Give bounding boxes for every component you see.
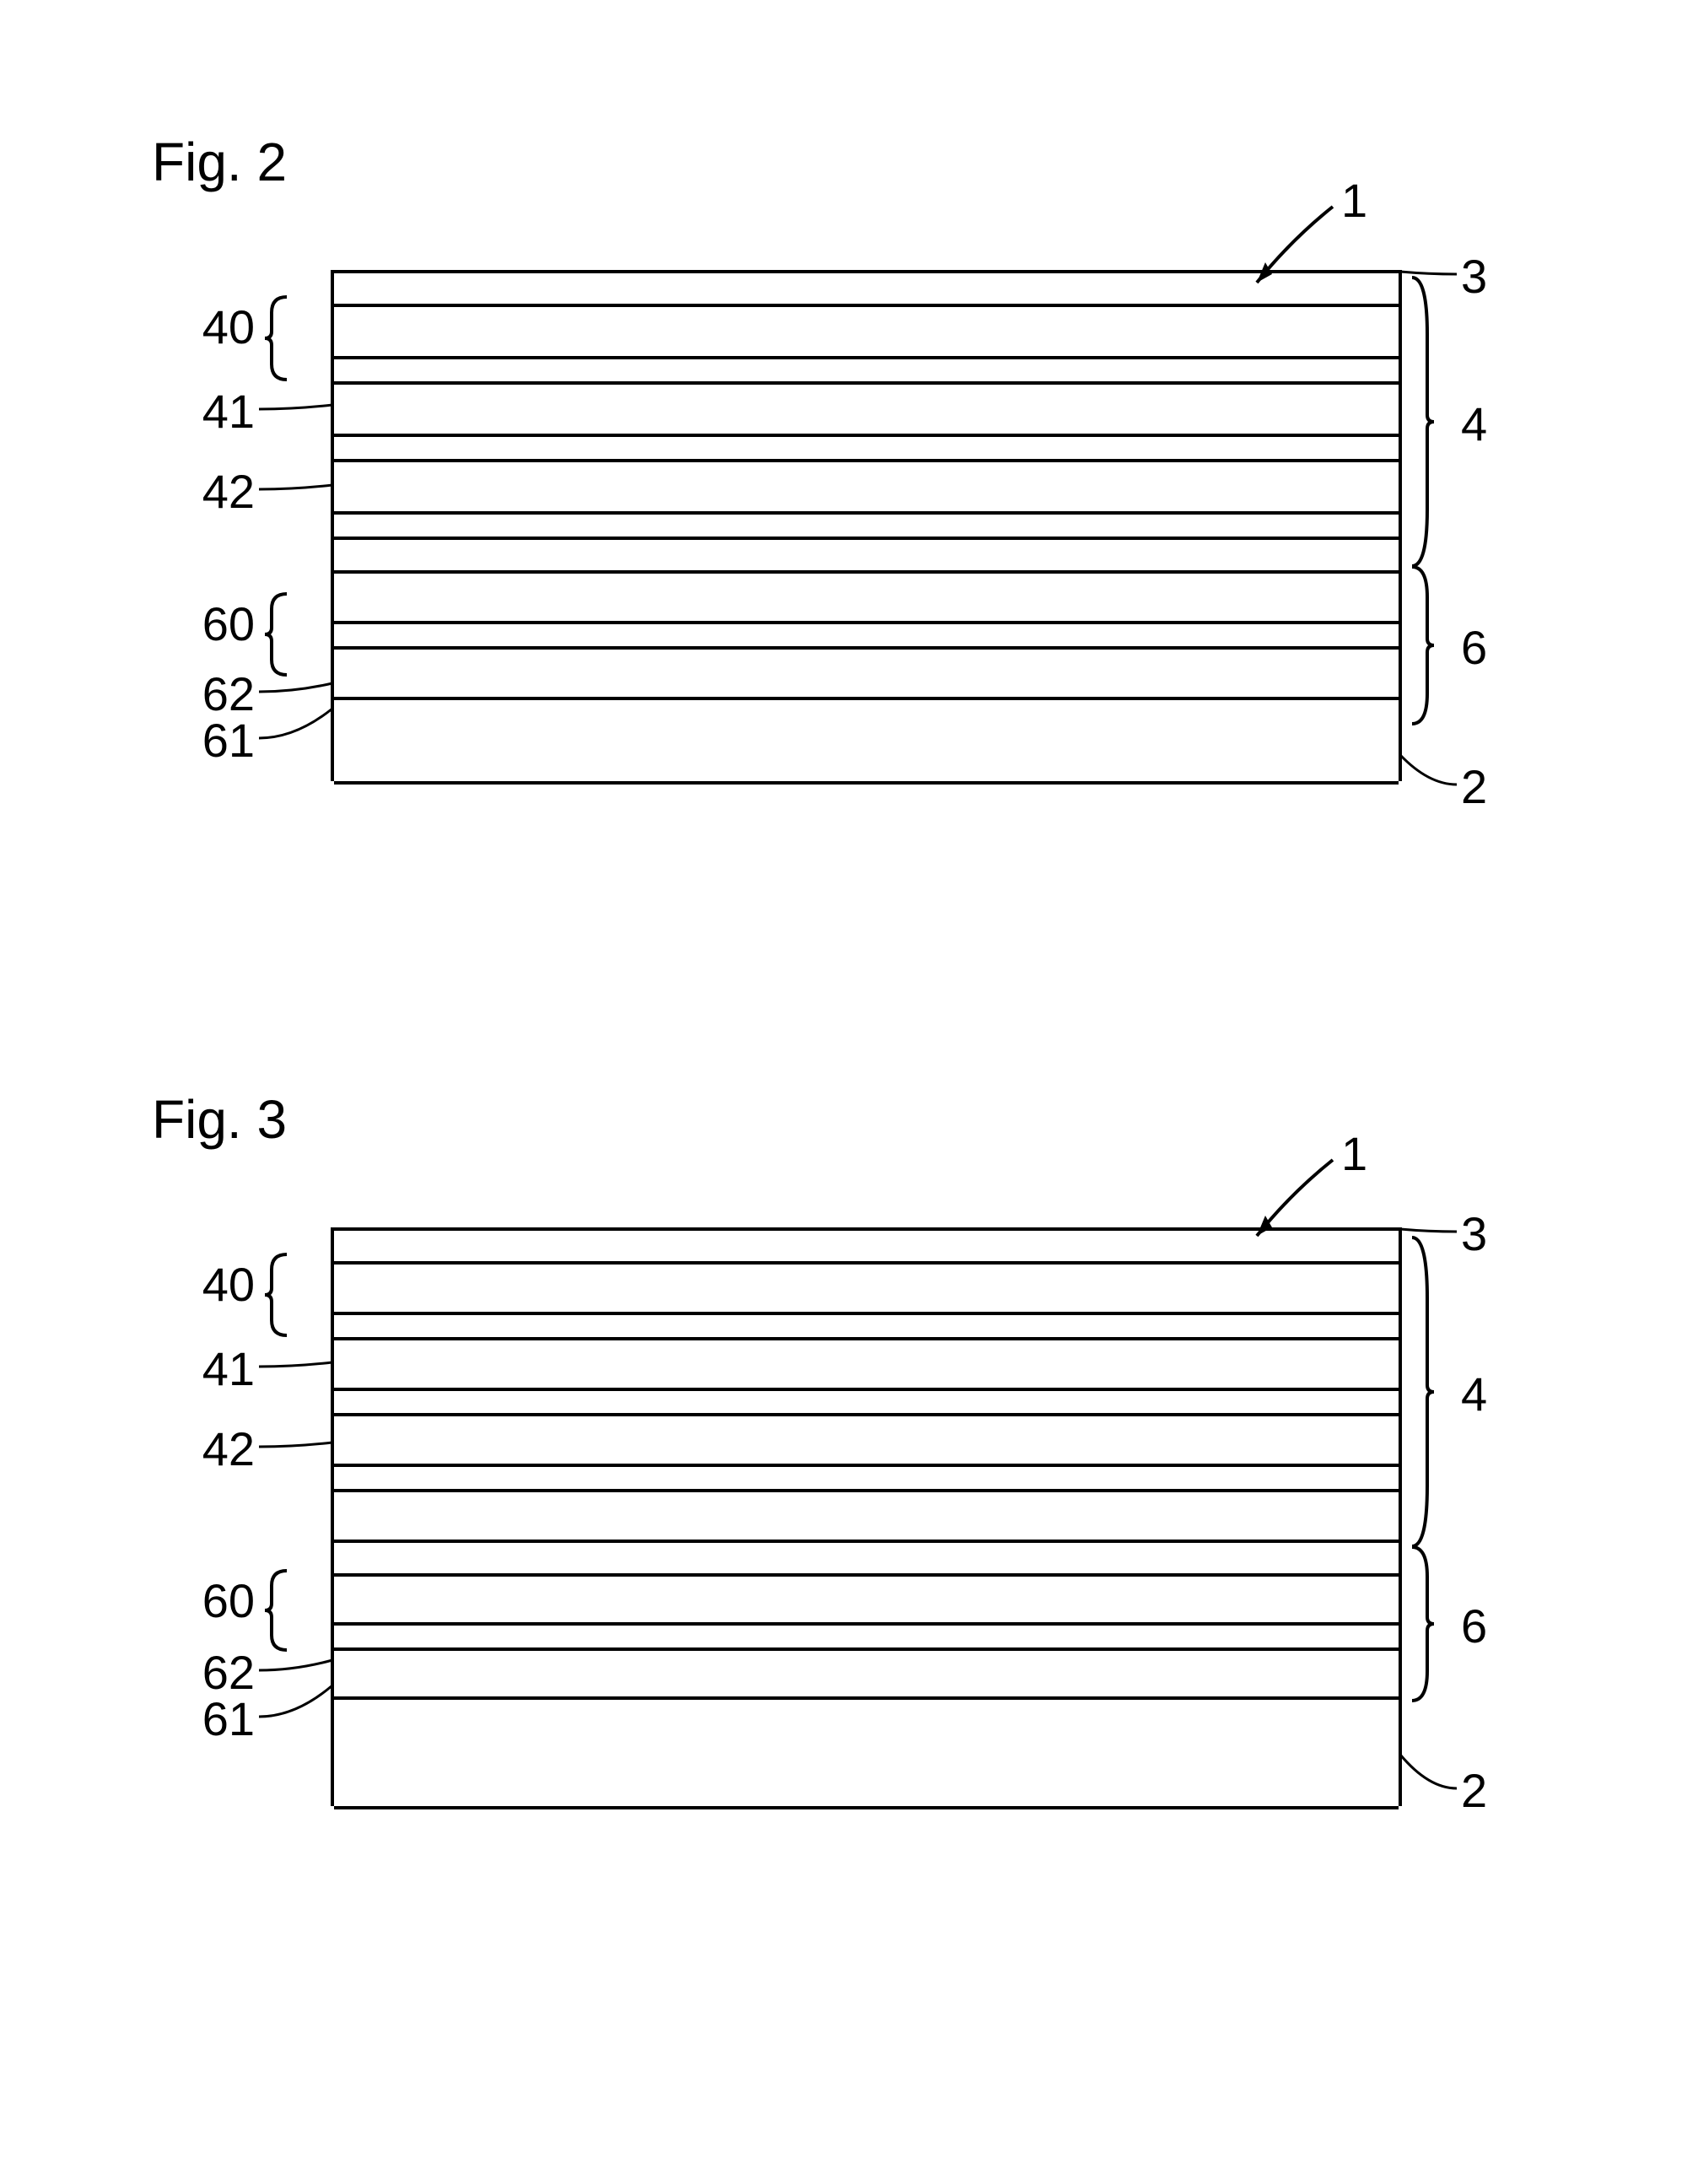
brace-right (1410, 1545, 1436, 1702)
layer-label-left: 40 (187, 1257, 255, 1312)
figure-title: Fig. 3 (152, 1088, 287, 1151)
page: Fig. 214041426062613462Fig. 314041426062… (0, 0, 1698, 2184)
reference-label: 1 (1341, 1126, 1367, 1181)
layer (334, 1492, 1399, 1543)
layer-label-left: 60 (187, 1573, 255, 1628)
layer (334, 1577, 1399, 1626)
layer (334, 385, 1399, 437)
layer (334, 437, 1399, 462)
layer (334, 1265, 1399, 1315)
figure-title: Fig. 2 (152, 131, 287, 193)
layer (334, 1231, 1399, 1265)
layer-label-right: 4 (1461, 396, 1487, 451)
layer-label-left: 41 (187, 384, 255, 439)
layer (334, 1626, 1399, 1651)
layer (334, 515, 1399, 540)
layer-label-right: 6 (1461, 620, 1487, 675)
layer-label-left: 61 (187, 713, 255, 768)
layer (334, 462, 1399, 515)
layer-label-left: 40 (187, 299, 255, 354)
layer (334, 574, 1399, 624)
layer (334, 1340, 1399, 1391)
reference-label: 1 (1341, 173, 1367, 228)
layer-label-right: 2 (1461, 1763, 1487, 1818)
brace-left (263, 295, 288, 381)
layer (334, 1543, 1399, 1577)
layer-label-right: 6 (1461, 1599, 1487, 1653)
layer-label-right: 3 (1461, 249, 1487, 304)
layer-label-left: 41 (187, 1341, 255, 1396)
layer (334, 650, 1399, 700)
brace-right (1410, 1236, 1436, 1548)
layer-label-right: 2 (1461, 759, 1487, 814)
brace-left (263, 1569, 288, 1652)
layer-label-right: 4 (1461, 1367, 1487, 1421)
layer (334, 700, 1399, 785)
layer (334, 1467, 1399, 1492)
layer (334, 1651, 1399, 1700)
layer (334, 1391, 1399, 1416)
layer (334, 307, 1399, 359)
layer (334, 359, 1399, 385)
layer (334, 1315, 1399, 1340)
layer (334, 273, 1399, 307)
layer (334, 624, 1399, 650)
layer (334, 1416, 1399, 1467)
layer-label-left: 60 (187, 596, 255, 651)
layer (334, 540, 1399, 574)
brace-left (263, 1253, 288, 1337)
brace-right (1410, 565, 1436, 725)
layer-label-left: 42 (187, 464, 255, 519)
layer-label-right: 3 (1461, 1206, 1487, 1261)
layer-stack (331, 270, 1402, 781)
brace-left (263, 592, 288, 677)
layer-label-left: 61 (187, 1691, 255, 1746)
brace-right (1410, 276, 1436, 568)
layer-label-left: 42 (187, 1421, 255, 1476)
layer (334, 1700, 1399, 1809)
layer-stack (331, 1227, 1402, 1806)
